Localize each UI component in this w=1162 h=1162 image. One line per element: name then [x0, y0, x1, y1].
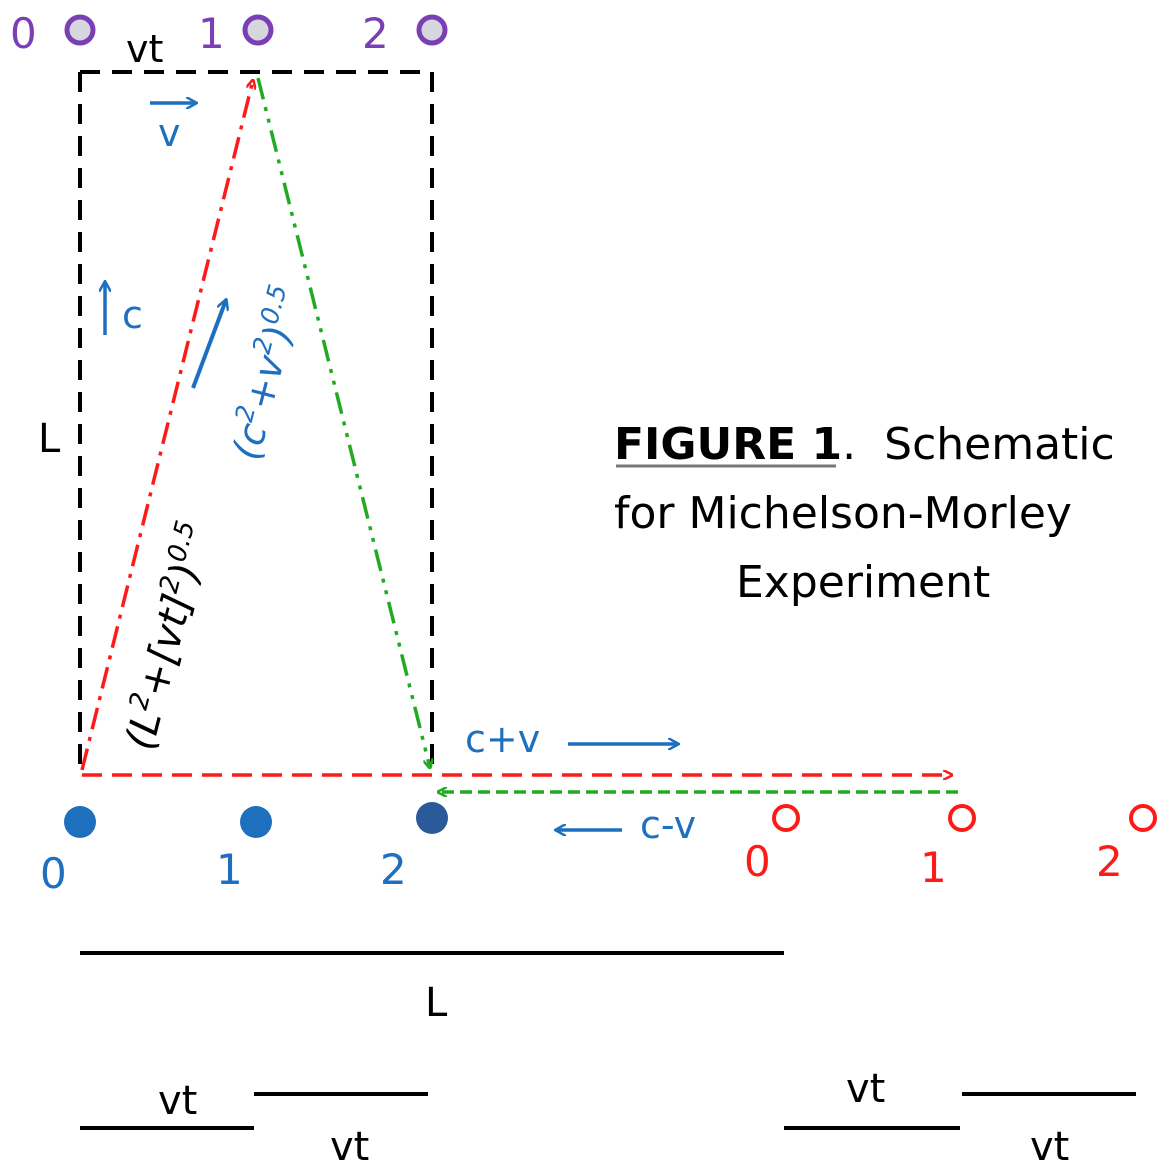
figure-caption: FIGURE 1. Schematic for Michelson-Morley …: [614, 419, 1115, 608]
top-mirror-marker-2: [416, 14, 448, 46]
c-plus-v-label: c+v: [465, 717, 540, 761]
caption-line-3: Experiment: [736, 557, 990, 608]
top-mirror-positions: 0 1 2: [10, 9, 448, 58]
side-mirror-positions: 0 1 2: [744, 804, 1157, 892]
left-vt-denominator: vt: [330, 1124, 369, 1162]
top-position-label-2: 2: [362, 9, 389, 58]
side-mirror-label-1: 1: [920, 843, 947, 892]
splitter-label-2: 2: [380, 845, 407, 894]
red-hypotenuse-formula: (L2+[vt]2)0.5: [114, 518, 220, 755]
caption-figure-number: FIGURE 1: [614, 419, 842, 470]
caption-line-2: for Michelson-Morley: [614, 488, 1072, 539]
side-mirror-label-0: 0: [744, 837, 771, 886]
L-left-label: L: [38, 416, 61, 462]
blue-velocity-formula: (c2+v2)0.5: [220, 281, 311, 464]
left-vt-fraction: vt vt: [80, 1078, 428, 1162]
splitter-label-1: 1: [216, 845, 243, 894]
left-vt-numerator: vt: [158, 1078, 197, 1124]
top-position-label-0: 0: [10, 9, 37, 58]
apparatus-frame: [78, 70, 434, 775]
side-mirror-marker-0: [772, 804, 800, 832]
c-minus-v-label: c-v: [640, 803, 696, 847]
caption-line-1: FIGURE 1. Schematic: [614, 419, 1115, 470]
side-mirror-marker-2: [1129, 804, 1157, 832]
L-bottom-label: L: [425, 980, 448, 1026]
right-vt-fraction: vt vt: [784, 1066, 1136, 1162]
splitter-marker-1: [240, 806, 272, 838]
green-return-path: [256, 77, 430, 768]
splitter-marker-0: [64, 806, 96, 838]
right-vt-numerator: vt: [846, 1066, 885, 1112]
c-label: c: [122, 293, 143, 337]
side-mirror-label-2: 2: [1096, 837, 1123, 886]
red-hypotenuse-path: [80, 80, 253, 771]
side-mirror-marker-1: [948, 804, 976, 832]
v-label: v: [158, 111, 181, 155]
right-vt-denominator: vt: [1030, 1124, 1069, 1162]
resultant-velocity-arrow: [191, 300, 226, 389]
splitter-label-0: 0: [40, 849, 67, 898]
top-mirror-marker-1: [242, 14, 274, 46]
vt-top-label: vt: [126, 27, 163, 71]
top-position-label-1: 1: [198, 9, 225, 58]
top-mirror-marker-0: [64, 14, 96, 46]
splitter-positions: 0 1 2: [40, 802, 448, 898]
splitter-marker-2: [416, 802, 448, 834]
